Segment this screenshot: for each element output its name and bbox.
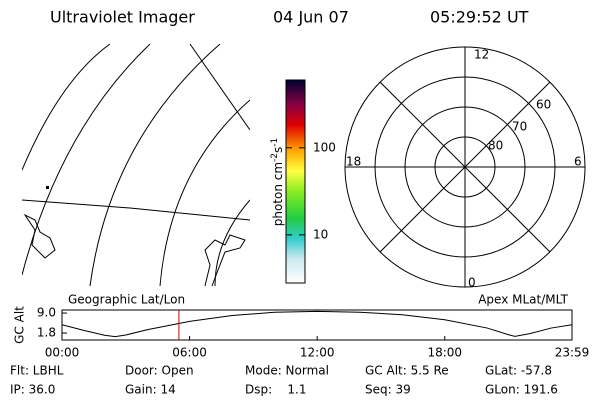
y-tick-label: 1.8: [37, 326, 56, 340]
status-field: Gain: 14: [125, 383, 176, 397]
x-tick-label: 18:00: [427, 346, 462, 360]
geo-map: [22, 44, 250, 286]
left-label: Geographic Lat/Lon: [68, 293, 185, 307]
lat-label: 70: [512, 120, 527, 134]
status-field: Dsp: 1.1: [245, 383, 307, 397]
status-field: GC Alt: 5.5 Re: [365, 364, 449, 378]
status-field: Door: Open: [125, 364, 194, 378]
x-tick-label: 12:00: [300, 346, 335, 360]
status-field: IP: 36.0: [10, 383, 55, 397]
y-axis-label: GC Alt: [13, 306, 27, 344]
mlt-label: 6: [574, 155, 582, 169]
mlt-label: 12: [474, 48, 489, 62]
polar-plot: 12 6 0 18 80 70 60: [344, 46, 586, 290]
date: 04 Jun 07: [273, 8, 349, 27]
mlt-label: 0: [468, 276, 476, 290]
y-tick-label: 9.0: [37, 306, 56, 320]
status-field: GLat: -57.8: [485, 364, 552, 378]
colorbar-tick-label: 100: [313, 140, 336, 154]
x-tick-label: 23:59: [555, 346, 590, 360]
status-field: GLon: 191.6: [485, 383, 558, 397]
x-tick-label: 00:00: [45, 346, 80, 360]
lat-label: 60: [536, 98, 551, 112]
lat-label: 80: [488, 139, 503, 153]
colorbar-label: photon cm-2s-1: [270, 138, 285, 227]
status-field: Flt: LBHL: [10, 364, 64, 378]
colorbar: [285, 79, 306, 284]
time: 05:29:52 UT: [430, 8, 529, 27]
status-field: Mode: Normal: [245, 364, 329, 378]
title: Ultraviolet Imager: [50, 8, 195, 27]
x-tick-label: 06:00: [172, 346, 207, 360]
colorbar-tick-label: 10: [313, 227, 328, 241]
altitude-line: [61, 310, 573, 338]
status-field: Seq: 39: [365, 383, 411, 397]
footer: Flt: LBHL Door: Open Mode: Normal GC Alt: 5…: [10, 364, 558, 397]
mlt-label: 18: [346, 155, 361, 169]
right-label: Apex MLat/MLT: [478, 293, 568, 307]
